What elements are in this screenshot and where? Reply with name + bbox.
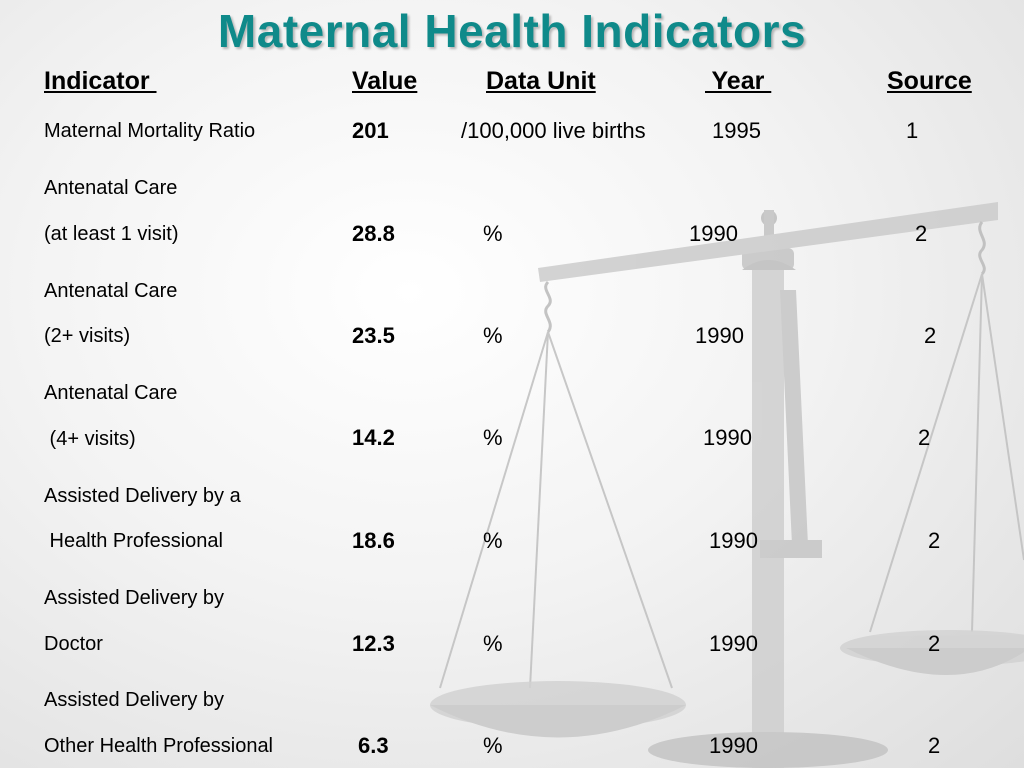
row-3-source: 2 bbox=[918, 425, 931, 450]
row-5-source: 2 bbox=[928, 631, 941, 656]
row-6-value: 6.3 bbox=[358, 733, 389, 758]
row-5-indicator-line2: Doctor bbox=[44, 633, 103, 655]
row-3-indicator-line1: Antenatal Care bbox=[44, 382, 178, 404]
row-6-source: 2 bbox=[928, 733, 941, 758]
row-4-unit: % bbox=[483, 528, 503, 553]
header-year: Year bbox=[705, 67, 772, 95]
row-3-year: 1990 bbox=[703, 425, 752, 450]
row-2-unit: % bbox=[483, 323, 503, 348]
row-5-unit: % bbox=[483, 631, 503, 656]
row-0-source: 1 bbox=[906, 118, 919, 143]
row-2-indicator-line2: (2+ visits) bbox=[44, 325, 131, 347]
row-1-value: 28.8 bbox=[352, 221, 395, 246]
row-4-indicator-line2: Health Professional bbox=[44, 530, 223, 552]
header-source: Source bbox=[887, 67, 972, 95]
row-6-unit: % bbox=[483, 733, 503, 758]
row-2-value: 23.5 bbox=[352, 323, 395, 348]
row-0-value: 201 bbox=[352, 118, 389, 143]
row-4-source: 2 bbox=[928, 528, 941, 553]
row-2-source: 2 bbox=[924, 323, 937, 348]
row-4-year: 1990 bbox=[709, 528, 758, 553]
row-6-indicator-line2: Other Health Professional bbox=[44, 735, 274, 757]
row-2-indicator-line1: Antenatal Care bbox=[44, 280, 178, 302]
header-data-unit: Data Unit bbox=[486, 67, 596, 95]
page-title: Maternal Health Indicators bbox=[217, 5, 807, 57]
row-4-indicator-line1: Assisted Delivery by a bbox=[44, 485, 241, 507]
header-indicator: Indicator bbox=[44, 67, 157, 95]
row-5-value: 12.3 bbox=[352, 631, 395, 656]
row-3-indicator-line2: (4+ visits) bbox=[44, 428, 136, 450]
row-5-year: 1990 bbox=[709, 631, 758, 656]
row-4-value: 18.6 bbox=[352, 528, 395, 553]
row-1-indicator-line2: (at least 1 visit) bbox=[44, 223, 179, 245]
row-1-source: 2 bbox=[915, 221, 928, 246]
row-6-year: 1990 bbox=[709, 733, 758, 758]
row-5-indicator-line1: Assisted Delivery by bbox=[44, 587, 225, 609]
row-0-unit: /100,000 live births bbox=[461, 118, 646, 143]
row-0-indicator-line1: Maternal Mortality Ratio bbox=[44, 120, 256, 142]
row-2-year: 1990 bbox=[695, 323, 744, 348]
row-1-unit: % bbox=[483, 221, 503, 246]
row-1-indicator-line1: Antenatal Care bbox=[44, 177, 178, 199]
row-6-indicator-line1: Assisted Delivery by bbox=[44, 689, 225, 711]
header-value: Value bbox=[352, 67, 418, 95]
row-0-year: 1995 bbox=[712, 118, 761, 143]
row-1-year: 1990 bbox=[689, 221, 738, 246]
row-3-value: 14.2 bbox=[352, 425, 395, 450]
row-3-unit: % bbox=[483, 425, 503, 450]
